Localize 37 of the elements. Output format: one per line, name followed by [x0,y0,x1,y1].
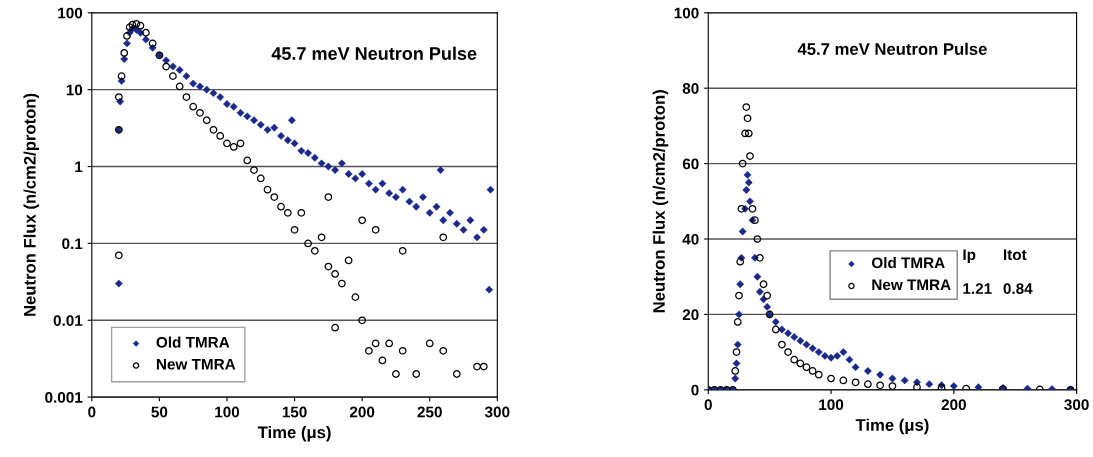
y-tick-label: 100 [58,7,83,19]
x-tick-label: 150 [282,406,307,418]
x-tick-label: 100 [215,406,240,418]
x-tick-label: 0 [88,406,96,418]
y-tick-label: 60 [682,158,699,170]
y-tick-label: 80 [682,83,699,94]
y-tick-label: 0.1 [62,238,83,250]
annotation: 1.21 [963,283,992,294]
x-tick-label: 200 [941,399,966,411]
y-tick-label: 0.001 [45,392,83,403]
x-tick-label: 0 [704,399,712,411]
x-tick-label: 100 [819,399,844,411]
legend-label: New TMRA [156,358,236,370]
x-tick-label: 200 [349,406,375,418]
y-tick-label: 0.01 [53,315,83,326]
x-axis-title: Time (μs) [855,418,929,435]
annotation: Ip [963,249,976,264]
legend-label: Old TMRA [871,257,945,269]
x-tick-label: 300 [484,406,510,418]
y-tick-label: 0 [691,384,699,396]
y-tick-label: 100 [674,7,699,19]
annotation: Itot [1003,249,1027,261]
y-axis-title: Neutron Flux (n/cm2/proton) [23,93,39,316]
y-tick-label: 40 [682,233,699,245]
y-axis-title: Neutron Flux (n/cm2/proton) [652,90,669,313]
legend-label: New TMRA [872,279,951,291]
text: 45.7 meV Neutron Pulse [271,46,477,60]
y-tick-label: 1 [75,161,83,173]
annotation: 0.84 [1003,283,1033,295]
y-tick-label: 10 [66,84,83,96]
legend-label: Old TMRA [156,336,230,348]
text: 45.7 meV Neutron Pulse [797,42,987,55]
x-tick-label: 250 [417,406,442,418]
x-tick-label: 50 [151,406,168,418]
x-tick-label: 300 [1064,399,1089,411]
y-tick-label: 20 [682,309,699,321]
x-axis-title: Time (μs) [257,425,331,442]
